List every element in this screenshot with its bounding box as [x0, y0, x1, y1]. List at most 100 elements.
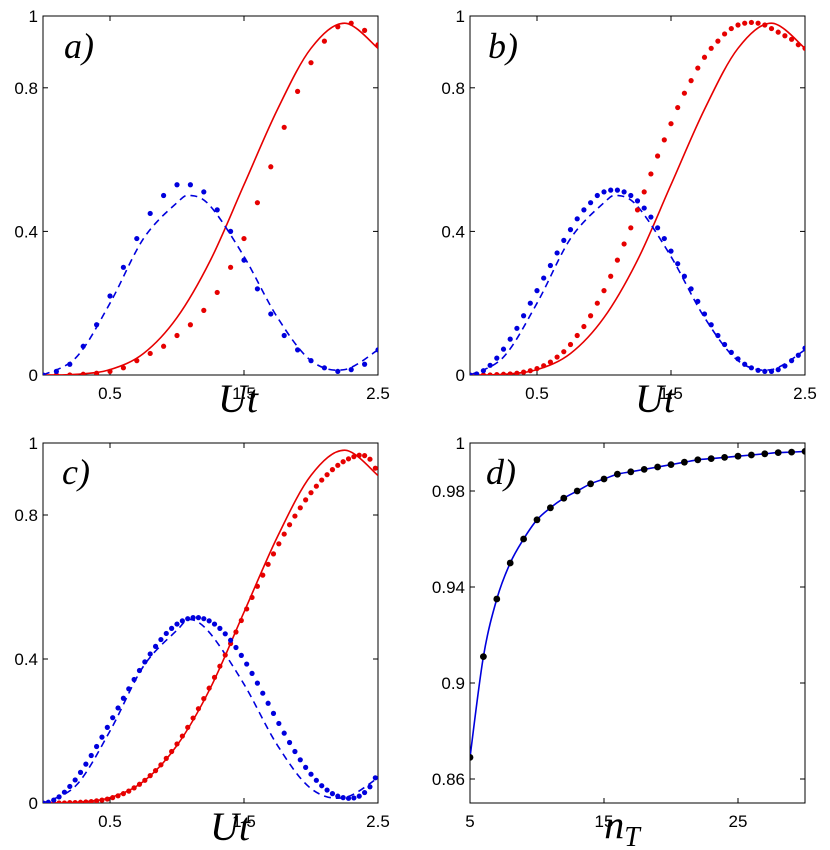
data-point-red-dots — [303, 497, 309, 503]
data-point-blue-dots — [142, 659, 148, 665]
data-point-blue-dots — [507, 336, 513, 342]
x-tick-label: 5 — [465, 812, 474, 831]
data-point-curve — [600, 475, 608, 483]
data-point-blue-dots — [567, 227, 574, 233]
data-point-red-dots — [152, 768, 159, 774]
data-point-red-dots — [675, 104, 681, 111]
data-point-red-dots — [260, 572, 266, 578]
data-point-red-dots — [742, 20, 748, 26]
data-point-red-dots — [695, 65, 701, 71]
data-point-red-dots — [94, 370, 100, 375]
data-point-blue-dots — [126, 686, 132, 692]
series-line-dashed — [43, 194, 378, 375]
data-point-blue-dots — [362, 361, 368, 367]
data-point-red-dots — [661, 137, 667, 143]
data-point-red-dots — [335, 462, 341, 468]
data-point-red-dots — [634, 207, 641, 213]
data-point-blue-dots — [110, 715, 116, 721]
series-line-dashed — [43, 618, 378, 803]
data-point-curve — [587, 480, 594, 488]
y-tick-label: 0.86 — [432, 770, 465, 789]
x-axis-label: Ut — [210, 804, 251, 849]
data-point-curve — [614, 470, 621, 478]
data-point-red-dots — [104, 796, 110, 802]
data-point-blue-dots — [742, 361, 748, 367]
data-point-red-dots — [107, 368, 113, 375]
data-point-blue-dots — [268, 311, 274, 317]
data-point-red-dots — [241, 235, 247, 242]
data-point-red-dots — [541, 363, 547, 369]
data-point-blue-dots — [594, 192, 600, 199]
data-point-red-dots — [500, 371, 507, 375]
data-point-blue-dots — [174, 621, 180, 627]
data-point-blue-dots — [120, 695, 126, 701]
data-point-blue-dots — [43, 800, 46, 803]
data-point-red-dots — [217, 663, 223, 669]
data-point-red-dots — [268, 164, 274, 170]
data-point-red-dots — [628, 225, 634, 231]
data-point-blue-dots — [722, 341, 728, 348]
data-point-red-dots — [163, 755, 169, 761]
data-point-red-dots — [668, 121, 674, 127]
data-point-red-dots — [147, 350, 153, 357]
data-point-red-dots — [775, 29, 781, 35]
data-point-blue-dots — [99, 734, 105, 740]
data-point-red-dots — [254, 583, 260, 589]
data-point-blue-dots — [608, 187, 614, 193]
data-point-red-dots — [356, 452, 362, 458]
data-point-blue-dots — [45, 799, 51, 803]
x-axis-label: nT — [604, 802, 642, 850]
x-tick-label: 0.5 — [525, 384, 549, 403]
data-point-blue-dots — [494, 355, 500, 361]
data-point-red-dots — [295, 88, 301, 94]
data-point-blue-dots — [470, 372, 473, 375]
data-point-red-dots — [190, 715, 196, 721]
data-point-red-dots — [321, 38, 327, 44]
data-point-blue-dots — [802, 345, 805, 351]
data-point-red-dots — [126, 788, 132, 794]
data-point-blue-dots — [270, 710, 277, 716]
data-point-blue-dots — [276, 720, 282, 727]
data-point-blue-dots — [313, 777, 319, 783]
data-point-blue-dots — [152, 643, 159, 650]
data-point-blue-dots — [201, 616, 207, 622]
data-point-red-dots — [313, 483, 319, 489]
data-point-red-dots — [88, 798, 94, 803]
data-point-blue-dots — [621, 189, 627, 195]
data-point-red-dots — [681, 90, 688, 96]
data-point-red-dots — [174, 741, 180, 747]
data-point-blue-dots — [190, 615, 196, 621]
data-point-blue-dots — [217, 625, 223, 632]
data-point-red-dots — [641, 189, 647, 195]
data-point-red-dots — [480, 372, 486, 375]
y-tick-label: 1 — [29, 434, 38, 453]
data-point-blue-dots — [254, 680, 260, 686]
data-point-red-dots — [534, 365, 540, 372]
data-point-red-dots — [120, 365, 126, 371]
data-point-red-dots — [201, 696, 207, 702]
data-point-blue-dots — [775, 367, 781, 373]
data-point-blue-dots — [163, 630, 169, 637]
data-point-red-dots — [375, 42, 378, 48]
data-point-blue-dots — [527, 300, 533, 306]
data-point-blue-dots — [107, 293, 113, 299]
data-point-curve — [694, 456, 702, 464]
y-tick-label: 0.9 — [441, 674, 465, 693]
data-point-blue-dots — [474, 371, 480, 375]
data-point-blue-dots — [601, 189, 607, 195]
plot-frame — [42, 15, 379, 376]
data-point-blue-dots — [681, 273, 688, 279]
data-point-blue-dots — [319, 783, 325, 789]
data-point-red-dots — [67, 372, 73, 375]
data-point-red-dots — [362, 453, 368, 459]
data-point-blue-dots — [136, 667, 143, 674]
data-point-red-dots — [94, 798, 100, 803]
y-tick-label: 1 — [29, 7, 38, 26]
panel-label: a) — [64, 26, 94, 66]
x-tick-label: 2.5 — [793, 384, 817, 403]
data-point-blue-dots — [762, 368, 768, 375]
data-point-blue-dots — [574, 216, 580, 222]
data-point-blue-dots — [614, 187, 621, 193]
x-tick-label: 1.5 — [232, 812, 256, 831]
series-line-solid — [43, 22, 378, 375]
